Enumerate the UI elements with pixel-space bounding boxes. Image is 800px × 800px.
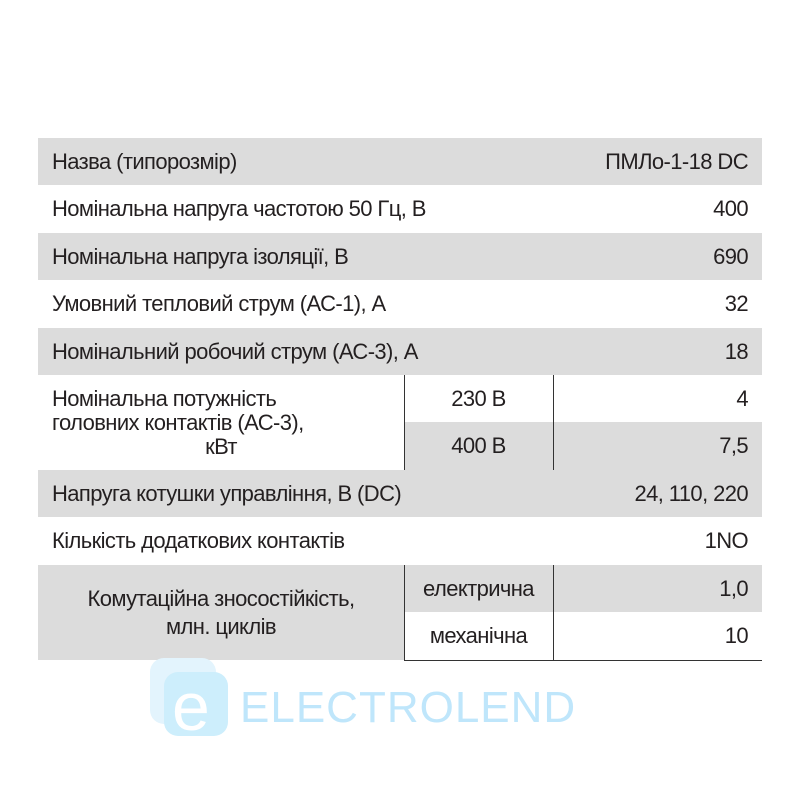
label-line: головних контактів (АС-3), bbox=[52, 409, 304, 435]
watermark-logo: e ELECTROLEND bbox=[150, 650, 670, 750]
sub-label: 400 В bbox=[451, 433, 506, 458]
divider bbox=[404, 375, 405, 470]
row-label: Напруга котушки управління, В (DC) bbox=[52, 480, 402, 506]
label-line: млн. циклів bbox=[166, 613, 277, 639]
table-row: Назва (типорозмір) ПМЛо-1-18 DC bbox=[38, 138, 762, 185]
divider bbox=[553, 565, 554, 661]
sub-label: 230 В bbox=[451, 385, 506, 411]
divider bbox=[553, 375, 554, 470]
row-label: Номінальний робочий струм (АС-3), А bbox=[52, 338, 418, 364]
table-row: Умовний тепловий струм (АС-1), А 32 bbox=[38, 280, 762, 328]
sub-value: 4 bbox=[736, 385, 748, 411]
table-row-power: Номінальна потужність головних контактів… bbox=[38, 375, 762, 470]
row-label: Назва (типорозмір) bbox=[52, 148, 237, 174]
row-value: 400 bbox=[713, 196, 749, 221]
row-label: Номінальна напруга ізоляції, В bbox=[52, 243, 349, 269]
sub-value: 10 bbox=[724, 623, 749, 648]
row-value: ПМЛо-1-18 DC bbox=[605, 148, 748, 174]
sub-value: 7,5 bbox=[719, 433, 748, 458]
table-row: Кількість додаткових контактів 1NO bbox=[38, 517, 762, 565]
table-row-wear: Комутаційна зносостійкість, млн. циклів … bbox=[38, 565, 762, 660]
row-label: Номінальна напруга частотою 50 Гц, В bbox=[52, 196, 426, 221]
row-value: 32 bbox=[724, 291, 749, 316]
row-value: 18 bbox=[724, 338, 749, 364]
sub-row-bg bbox=[404, 422, 762, 470]
table-row: Номінальний робочий струм (АС-3), А 18 bbox=[38, 328, 762, 375]
table-row: Напруга котушки управління, В (DC) 24, 11… bbox=[38, 470, 762, 517]
sub-value: 1,0 bbox=[719, 575, 748, 601]
row-value: 24, 110, 220 bbox=[634, 480, 749, 506]
divider bbox=[404, 660, 762, 661]
label-line: кВт bbox=[205, 433, 237, 459]
sub-label: механічна bbox=[429, 623, 528, 648]
row-label: Кількість додаткових контактів bbox=[52, 528, 345, 553]
sub-label: електрична bbox=[423, 575, 535, 601]
label-line: Номінальна потужність bbox=[52, 385, 277, 411]
label-line: Комутаційна зносостійкість, bbox=[87, 585, 356, 611]
table-row: Номінальна напруга ізоляції, В 690 bbox=[38, 233, 762, 280]
row-value: 690 bbox=[713, 243, 749, 269]
row-value: 1NO bbox=[704, 528, 749, 553]
divider bbox=[404, 565, 405, 661]
row-label: Умовний тепловий струм (АС-1), А bbox=[52, 291, 386, 316]
sub-row-bg bbox=[404, 565, 762, 612]
power-label: Номінальна потужність головних контактів… bbox=[38, 375, 404, 470]
table-row: Номінальна напруга частотою 50 Гц, В 400 bbox=[38, 185, 762, 233]
svg-text:e: e bbox=[172, 669, 210, 745]
svg-text:ELECTROLEND: ELECTROLEND bbox=[240, 683, 576, 732]
wear-label: Комутаційна зносостійкість, млн. циклів bbox=[38, 565, 404, 660]
